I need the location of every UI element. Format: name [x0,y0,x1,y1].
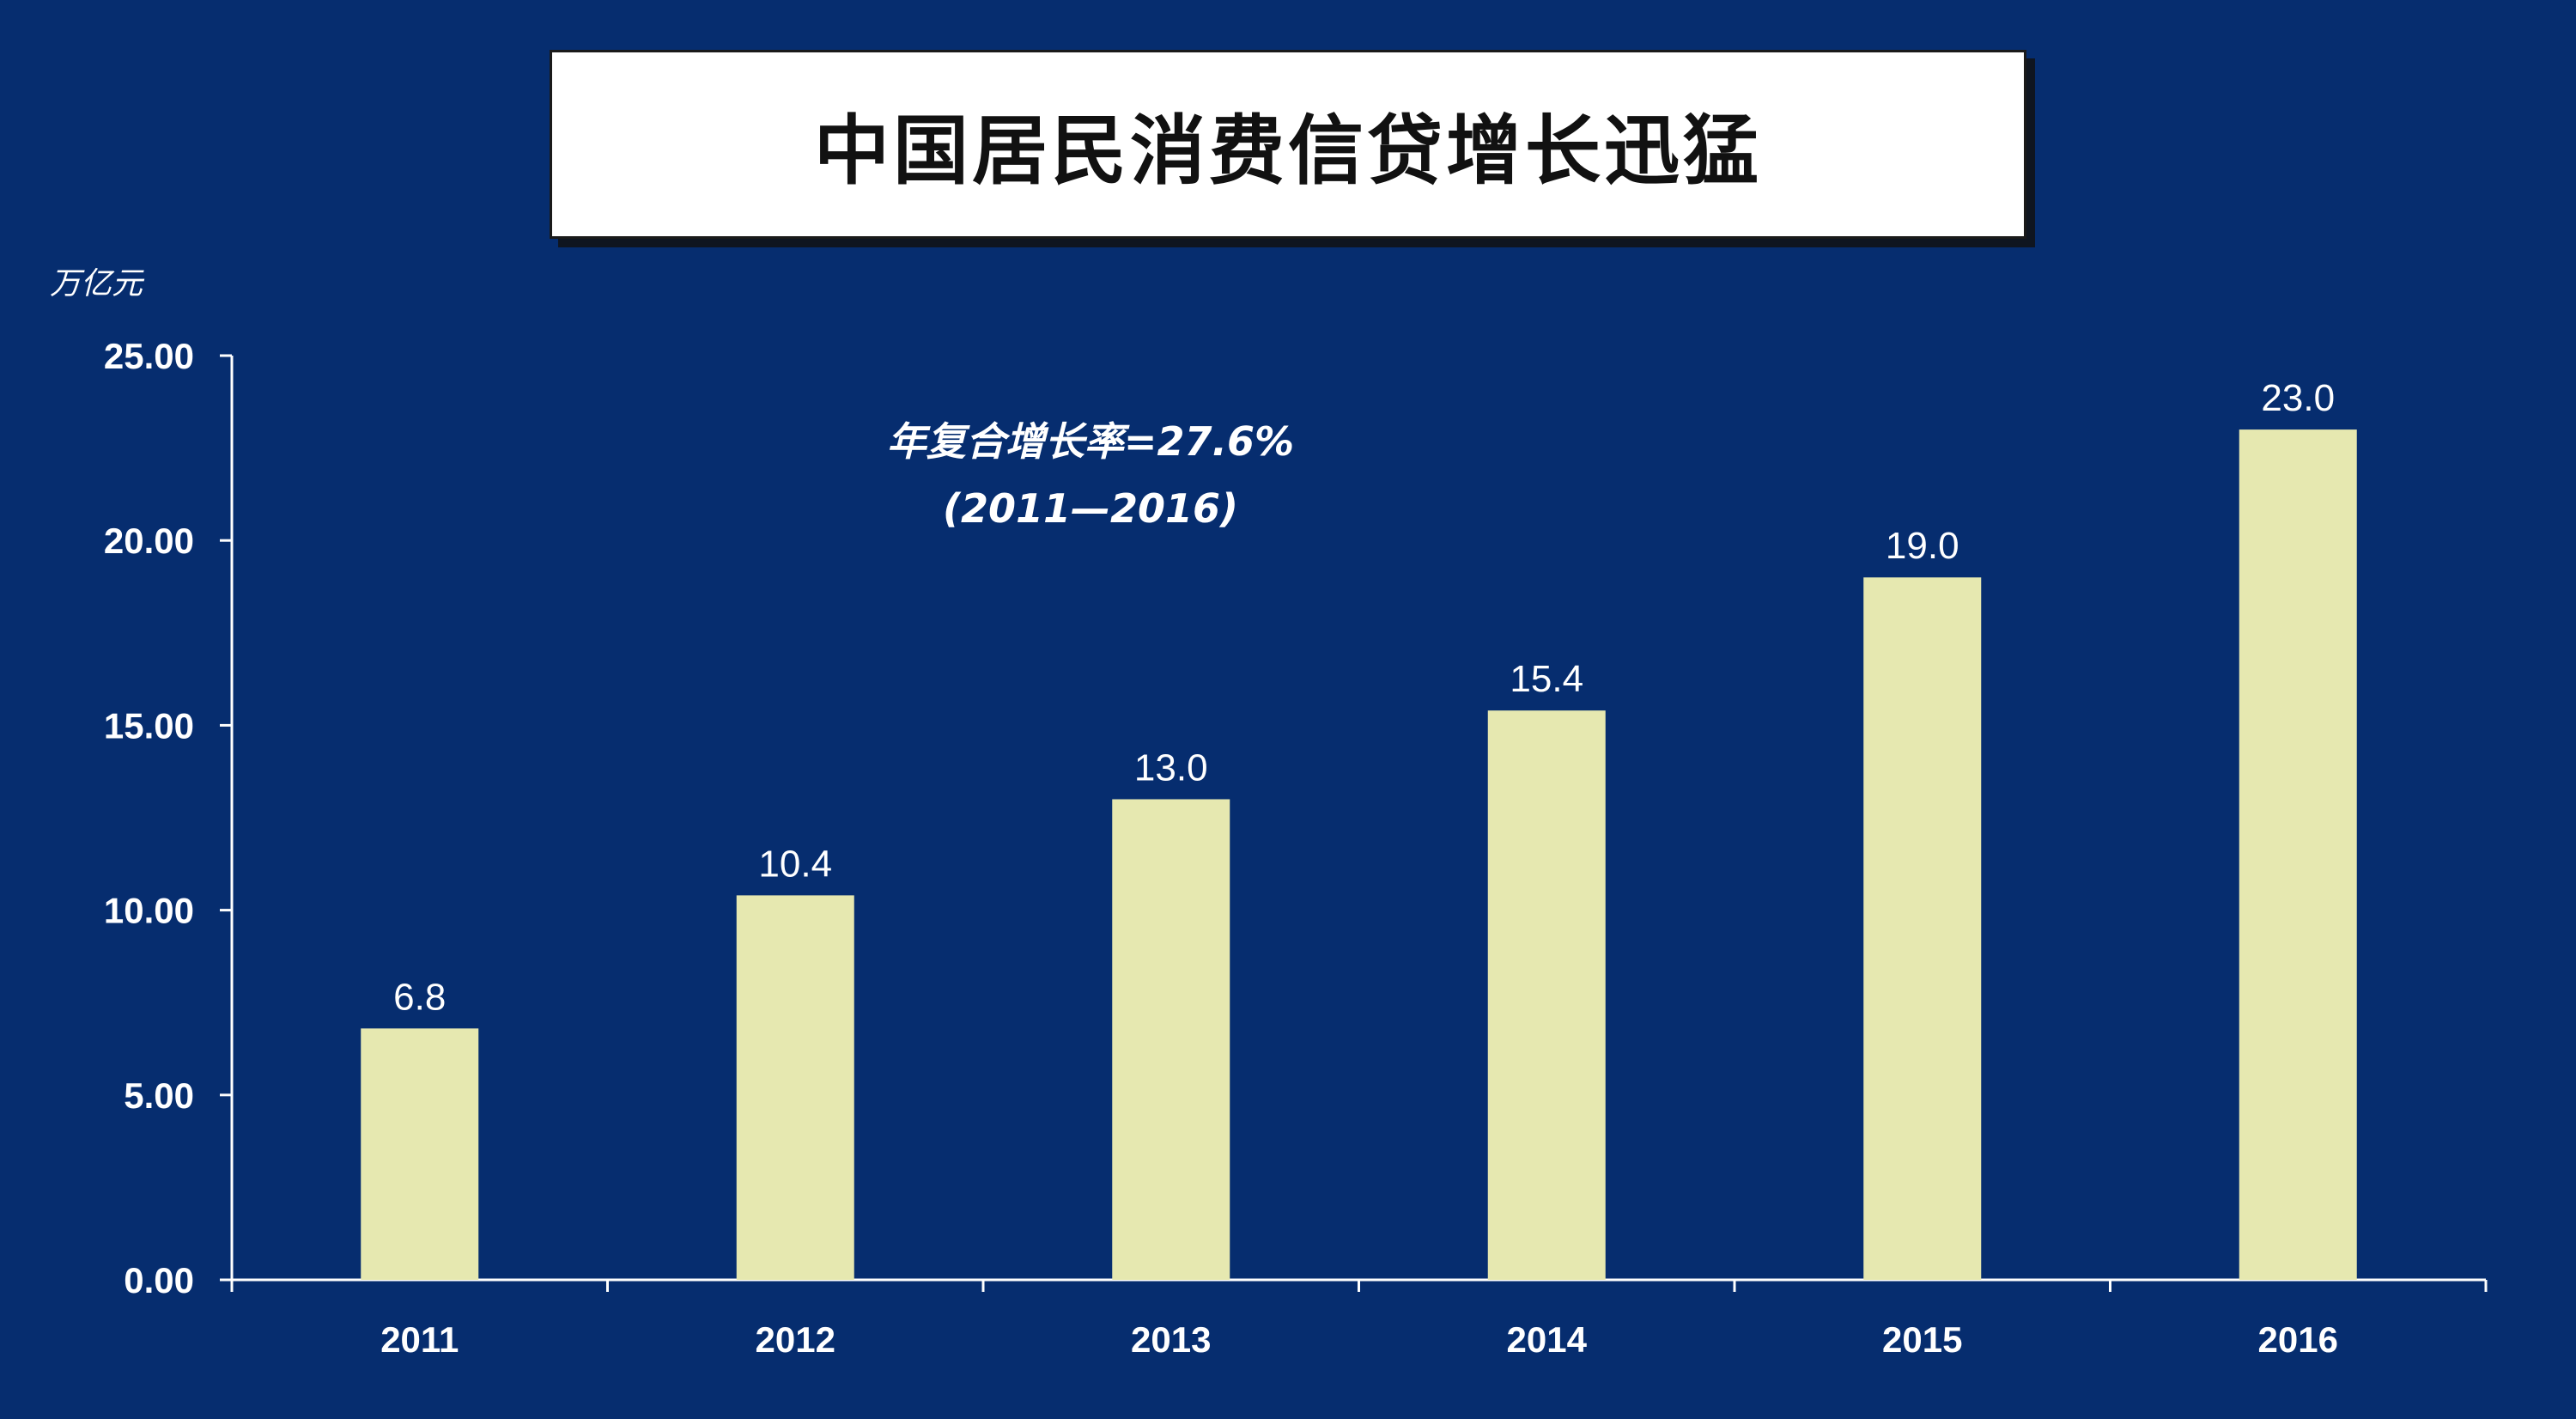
data-label-2011: 6.8 [393,976,446,1018]
data-label-2013: 13.0 [1134,746,1208,789]
data-labels: 6.8 10.4 13.0 15.4 19.0 23.0 [393,377,2335,1018]
data-label-2016: 23.0 [2261,377,2335,419]
bar-2016 [2239,429,2357,1281]
x-tick-label: 2013 [1131,1319,1211,1360]
y-tick-label: 10.00 [104,891,194,931]
x-tick-label: 2016 [2258,1319,2338,1360]
cagr-period-annotation: (2011—2016) [943,485,1238,532]
x-tick-label: 2012 [756,1319,835,1360]
bar-2011 [361,1028,479,1280]
y-tick-label: 20.00 [104,521,194,561]
bar-2015 [1863,577,1982,1280]
x-tick-label: 2015 [1882,1319,1962,1360]
y-tick-label: 25.00 [104,336,194,376]
y-axis-unit-label: 万亿元 [50,266,145,301]
bar-2013 [1112,799,1230,1280]
data-label-2015: 19.0 [1886,525,1959,567]
data-label-2014: 15.4 [1510,658,1583,700]
title-box: 中国居民消费信贷增长迅猛 [550,50,2026,239]
data-label-2012: 10.4 [758,843,832,885]
x-tick-label: 2014 [1507,1319,1588,1360]
x-axis: 2011 2012 2013 2014 2015 2016 [230,1278,2488,1360]
cagr-annotation: 年复合增长率=27.6% [887,418,1294,465]
x-tick-label: 2011 [380,1319,459,1360]
y-tick-label: 15.00 [104,705,194,746]
bar-2012 [736,895,854,1280]
y-tick-label: 0.00 [124,1260,194,1300]
y-tick-label: 5.00 [124,1075,194,1116]
y-axis: 0.00 5.00 10.00 15.00 20.00 25.00 [104,336,234,1300]
bars [361,429,2357,1281]
bar-2014 [1487,710,1606,1280]
chart-title: 中国居民消费信贷增长迅猛 [813,105,1762,195]
